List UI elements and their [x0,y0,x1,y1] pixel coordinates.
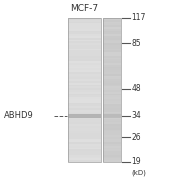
Text: 19: 19 [131,158,141,166]
Text: 85: 85 [131,39,141,48]
Text: 26: 26 [131,133,141,142]
Text: ABHD9: ABHD9 [4,111,33,120]
Text: MCF-7: MCF-7 [71,4,99,13]
Text: (kD): (kD) [131,170,146,176]
Text: 48: 48 [131,84,141,93]
Text: 34: 34 [131,111,141,120]
Text: 117: 117 [131,14,146,22]
